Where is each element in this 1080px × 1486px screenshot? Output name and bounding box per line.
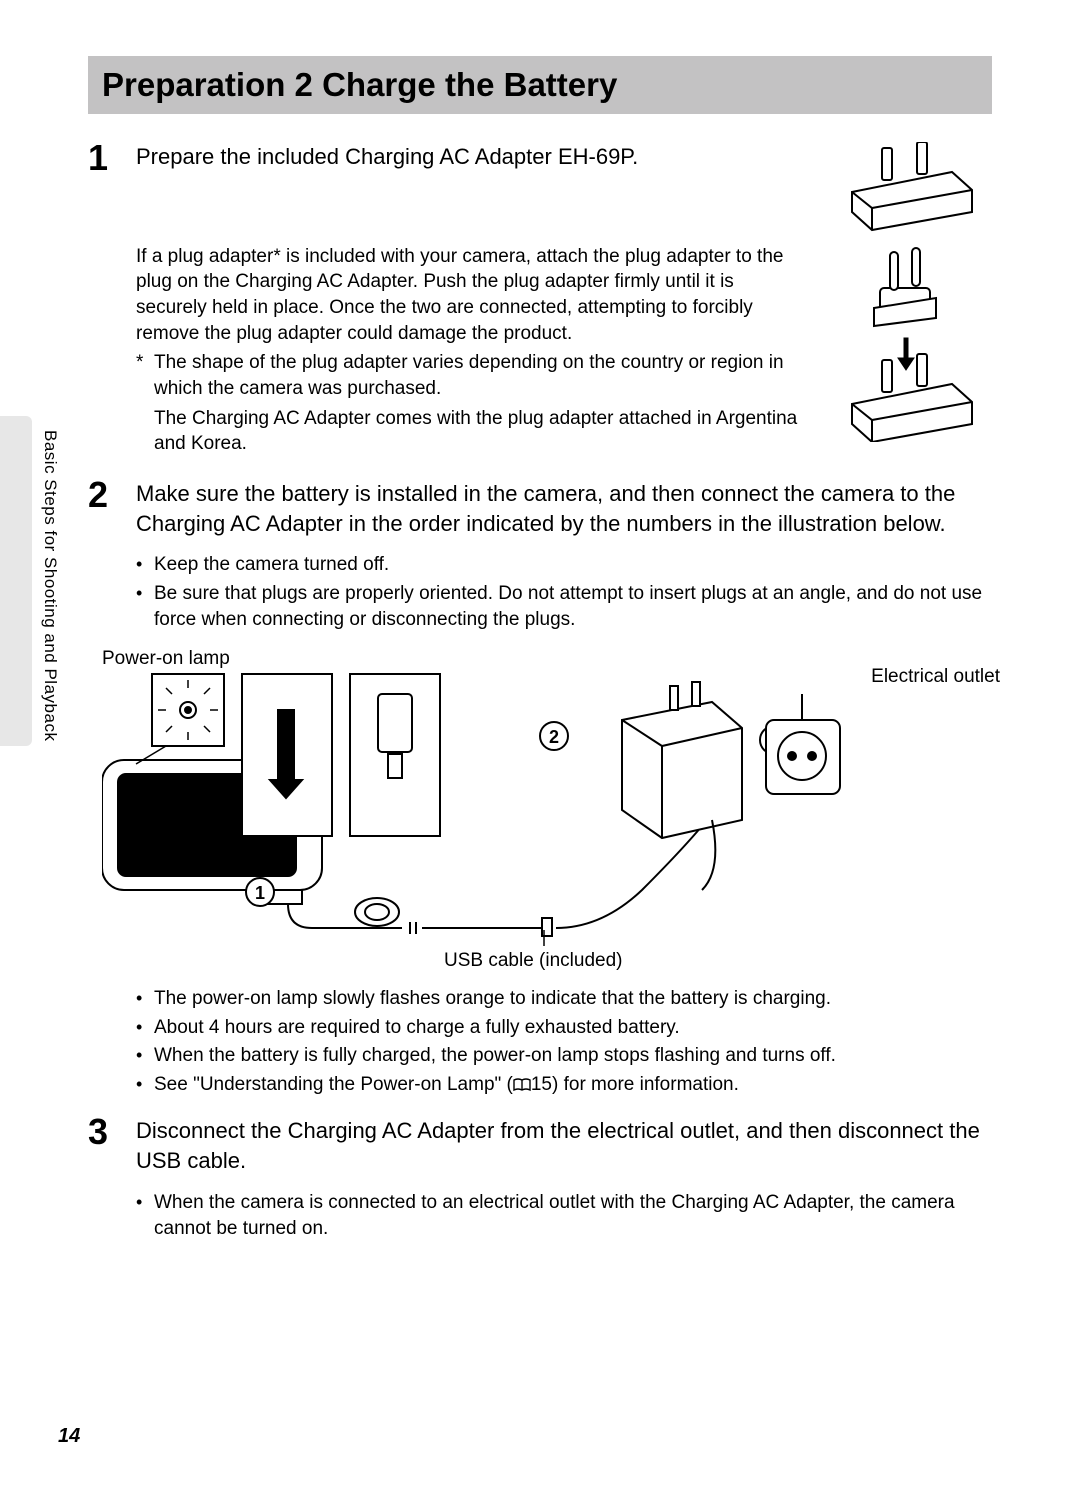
see-page: 15) for more information. — [531, 1074, 739, 1095]
step-number: 3 — [88, 1114, 136, 1150]
step-1-note-1: The shape of the plug adapter varies dep… — [154, 350, 802, 401]
step-1: 1 Prepare the included Charging AC Adapt… — [88, 142, 992, 461]
step-3: 3 Disconnect the Charging AC Adapter fro… — [88, 1116, 992, 1245]
side-tab-label: Basic Steps for Shooting and Playback — [40, 430, 60, 741]
adapter-illustration — [822, 142, 992, 447]
step-2-bullet: When the battery is fully charged, the p… — [136, 1043, 992, 1070]
step-3-heading: Disconnect the Charging AC Adapter from … — [136, 1116, 992, 1175]
side-tab — [0, 416, 32, 746]
step-2: 2 Make sure the battery is installed in … — [88, 479, 992, 1103]
step-1-paragraph: If a plug adapter* is included with your… — [136, 244, 802, 347]
step-2-see-line: See "Understanding the Power-on Lamp" ( 1… — [136, 1072, 992, 1101]
connection-diagram: Power-on lamp Electrical outlet USB cabl… — [136, 650, 992, 970]
label-usb-cable: USB cable (included) — [444, 950, 622, 972]
step-number: 1 — [88, 140, 136, 176]
step-3-bullet: When the camera is connected to an elect… — [136, 1190, 992, 1243]
book-icon — [513, 1074, 531, 1101]
step-2-bullet: Keep the camera turned off. — [136, 552, 992, 579]
step-number: 2 — [88, 477, 136, 513]
label-power-on-lamp: Power-on lamp — [102, 648, 230, 670]
diagram-num-1: 1 — [255, 883, 265, 903]
see-prefix: See "Understanding the Power-on Lamp" ( — [154, 1074, 513, 1095]
step-2-bullet: About 4 hours are required to charge a f… — [136, 1015, 992, 1042]
step-1-heading: Prepare the included Charging AC Adapter… — [136, 142, 802, 172]
step-1-note-2: The Charging AC Adapter comes with the p… — [154, 406, 802, 457]
step-2-bullet: The power-on lamp slowly flashes orange … — [136, 986, 992, 1013]
page-number: 14 — [58, 1425, 80, 1448]
label-electrical-outlet: Electrical outlet — [871, 666, 1000, 688]
step-2-bullet: Be sure that plugs are properly oriented… — [136, 581, 992, 634]
footnote-star: * — [136, 350, 154, 461]
page-title: Preparation 2 Charge the Battery — [88, 56, 992, 114]
step-2-heading: Make sure the battery is installed in th… — [136, 479, 992, 538]
diagram-num-2: 2 — [549, 727, 559, 747]
